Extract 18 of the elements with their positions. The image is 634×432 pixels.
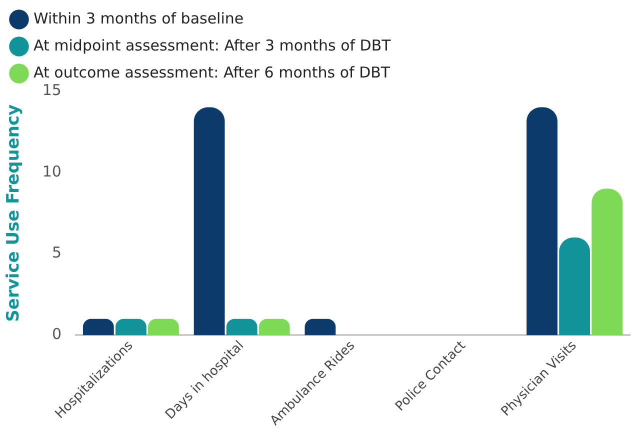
y-tick-label: 5 — [52, 244, 62, 262]
y-tick-label: 15 — [42, 80, 62, 99]
legend-label: Within 3 months of baseline — [34, 9, 244, 28]
bar — [115, 318, 146, 336]
bar — [148, 318, 179, 336]
y-axis-title: Service Use Frequency — [4, 104, 24, 322]
bar — [559, 238, 590, 336]
bar — [592, 188, 623, 336]
legend-label: At outcome assessment: After 6 months of DBT — [34, 63, 391, 82]
bar — [304, 318, 336, 336]
bar — [194, 107, 225, 336]
y-tick-label: 10 — [42, 162, 62, 180]
bar — [526, 107, 558, 336]
y-tick-label: 0 — [52, 325, 62, 344]
bar — [226, 318, 258, 336]
bar — [82, 318, 114, 336]
bar — [258, 318, 290, 336]
legend-label: At midpoint assessment: After 3 months of DBT — [34, 36, 392, 54]
